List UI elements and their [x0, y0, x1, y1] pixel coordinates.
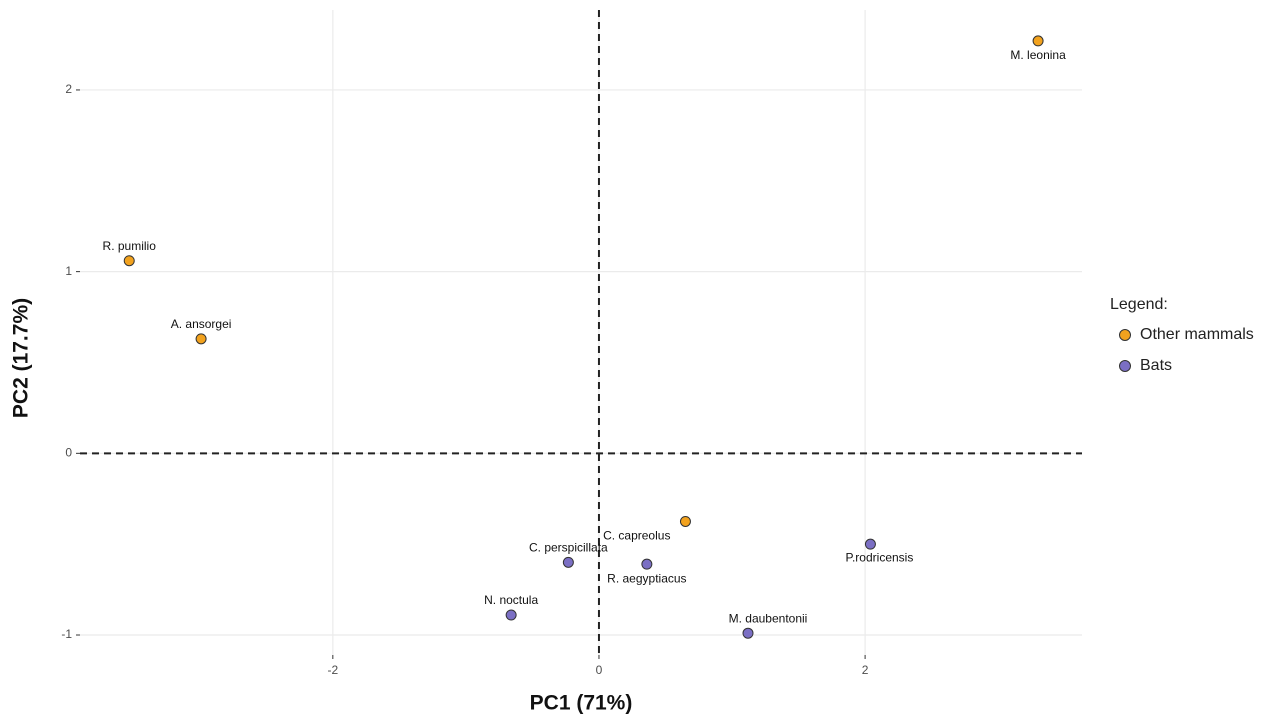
point-label: M. leonina	[1010, 48, 1066, 62]
point	[1032, 35, 1044, 47]
y-tick-label: 0	[65, 445, 72, 459]
point-label: R. pumilio	[103, 239, 157, 253]
x-tick-label: 0	[596, 663, 603, 677]
y-axis-title: PC2 (17.7%)	[10, 298, 33, 418]
legend-label: Bats	[1140, 357, 1172, 374]
y-tick-label: -1	[61, 627, 72, 641]
point-label: M. daubentonii	[729, 611, 808, 625]
x-tick-label: -2	[327, 663, 338, 677]
point-label: N. noctula	[484, 593, 538, 607]
x-axis-title: PC1 (71%)	[530, 692, 633, 715]
point	[195, 333, 207, 345]
point	[742, 627, 754, 639]
x-tick-label: 2	[862, 663, 869, 677]
point-label: C. perspicillata	[529, 541, 608, 555]
y-tick-label: 1	[65, 264, 72, 278]
grid	[80, 10, 1082, 655]
legend-swatch	[1119, 360, 1131, 372]
legend-title: Legend:	[1110, 296, 1168, 313]
point-label: P.rodricensis	[846, 550, 914, 564]
y-tick-label: 2	[65, 82, 72, 96]
point	[562, 556, 574, 568]
point	[864, 538, 876, 550]
point	[679, 515, 691, 527]
legend-swatch	[1119, 329, 1131, 341]
point	[123, 255, 135, 267]
point	[505, 609, 517, 621]
legend-label: Other mammals	[1140, 326, 1254, 343]
point-label: A. ansorgei	[171, 317, 232, 331]
point	[641, 558, 653, 570]
point-label: R. aegyptiacus	[607, 571, 686, 585]
point-label: C. capreolus	[603, 529, 670, 543]
